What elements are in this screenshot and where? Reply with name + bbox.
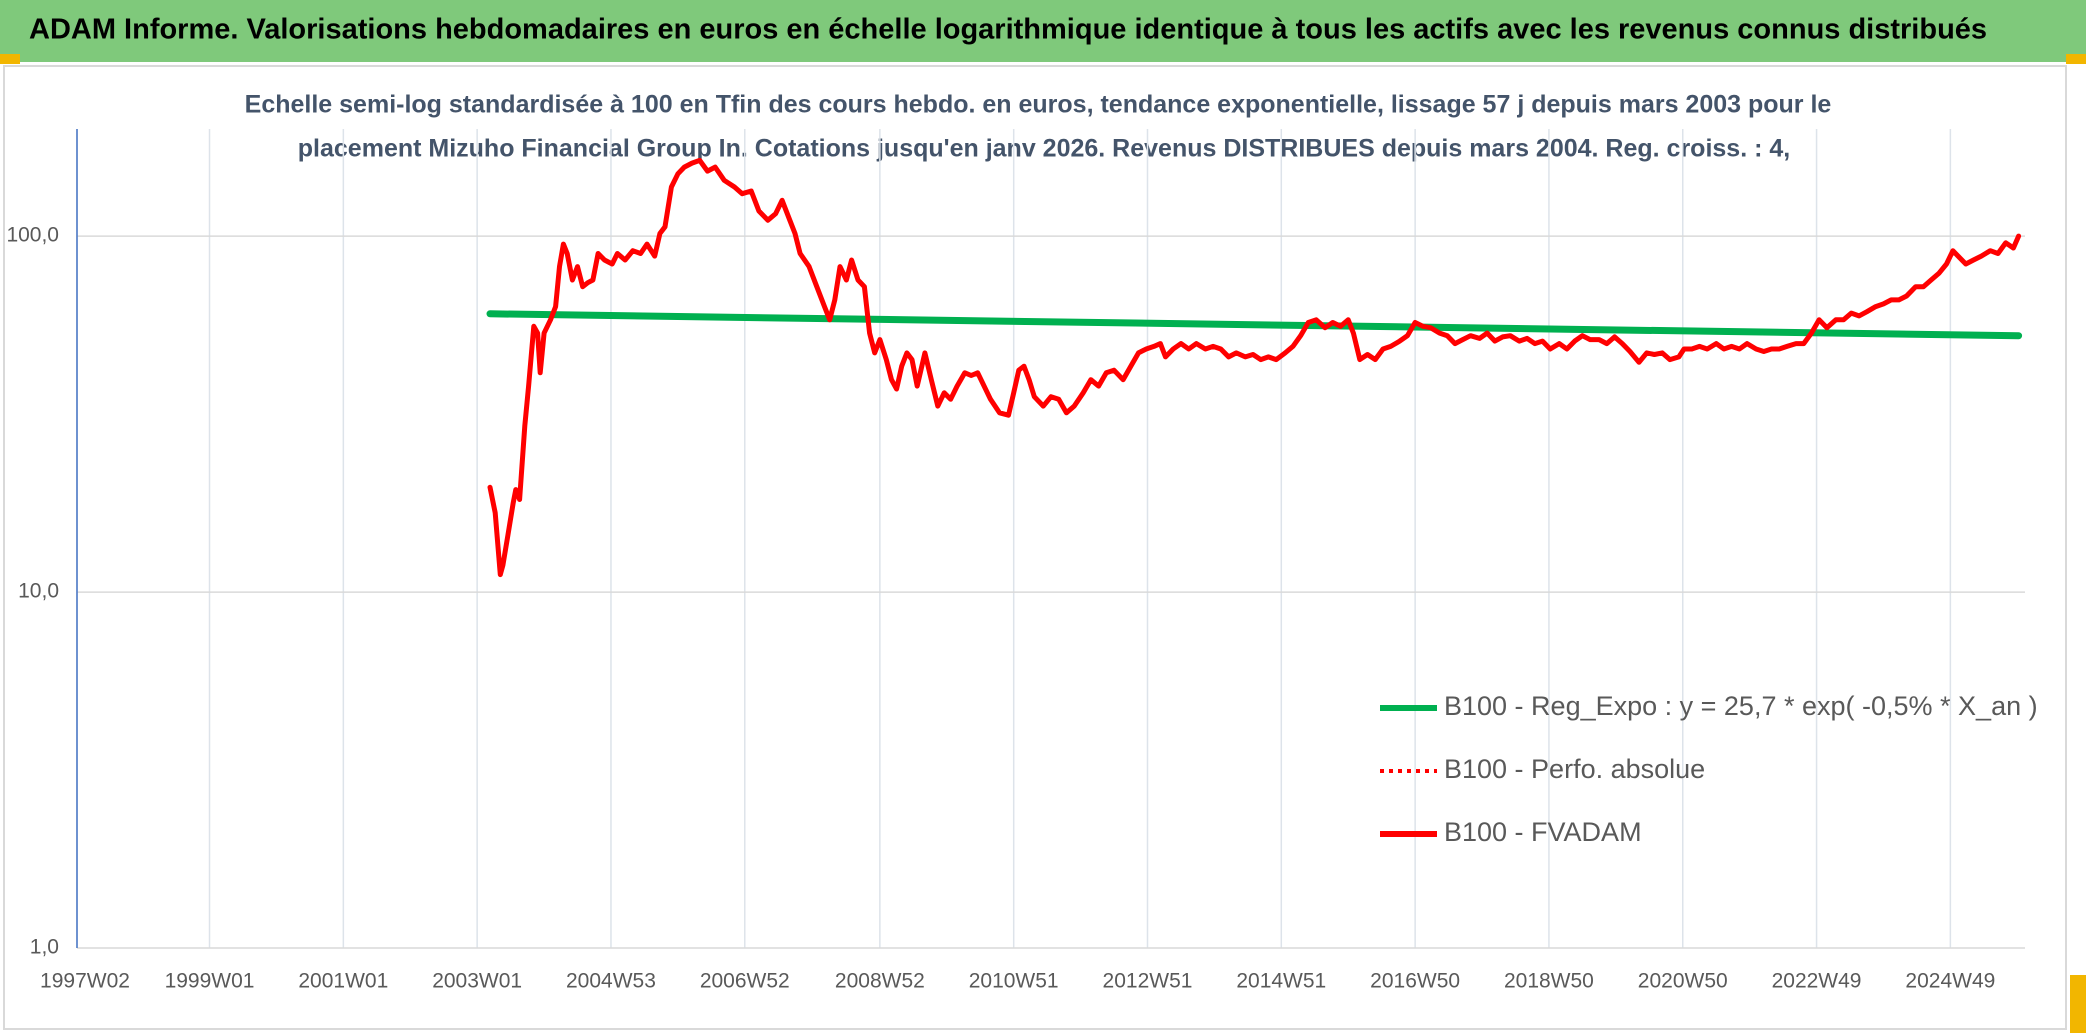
corner-mark (2066, 54, 2086, 64)
legend-label: B100 - Reg_Expo : y = 25,7 * exp( -0,5% … (1444, 691, 2038, 721)
x-tick-label: 2004W53 (566, 970, 656, 993)
series-line (487, 157, 2022, 578)
x-tick-label: 1997W02 (40, 970, 130, 993)
legend-label: B100 - FVADAM (1444, 817, 1642, 847)
corner-mark (0, 54, 20, 64)
x-tick-label: 2006W52 (700, 970, 790, 993)
x-tick-label: 2010W51 (969, 970, 1059, 993)
subtitle: Echelle semi-log standardisée à 100 en T… (245, 91, 1832, 119)
chart-frame (3, 65, 2067, 1030)
y-tick-label: 1,0 (30, 936, 59, 959)
x-tick-label: 2022W49 (1772, 970, 1862, 993)
subtitle: placement Mizuho Financial Group In. Cot… (298, 135, 1790, 163)
y-tick-label: 100,0 (6, 224, 59, 247)
corner-mark (2070, 975, 2086, 1033)
header-bar (0, 0, 2086, 62)
x-tick-label: 2014W51 (1236, 970, 1326, 993)
chart-title: ADAM Informe. Valorisations hebdomadaire… (29, 14, 1987, 46)
x-tick-label: 2008W52 (835, 970, 925, 993)
x-tick-label: 2001W01 (298, 970, 388, 993)
x-tick-label: 1999W01 (165, 970, 255, 993)
x-tick-label: 2003W01 (432, 970, 522, 993)
series-line (486, 310, 2023, 340)
x-tick-label: 2018W50 (1504, 970, 1594, 993)
x-tick-label: 2016W50 (1370, 970, 1460, 993)
x-tick-label: 2012W51 (1103, 970, 1193, 993)
x-tick-label: 2024W49 (1905, 970, 1995, 993)
x-tick-label: 2020W50 (1638, 970, 1728, 993)
legend-label: B100 - Perfo. absolue (1444, 754, 1705, 784)
y-tick-label: 10,0 (18, 580, 59, 603)
